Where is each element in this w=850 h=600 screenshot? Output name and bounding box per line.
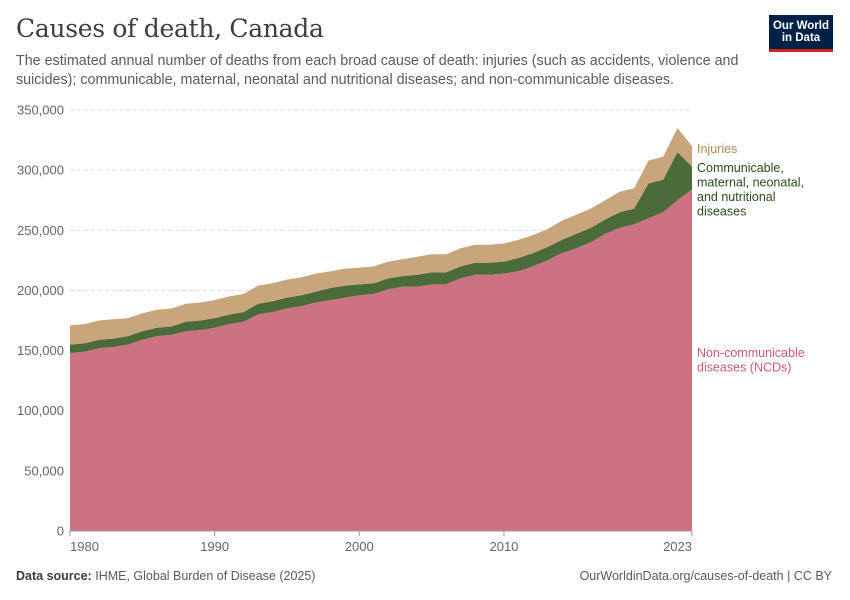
label-communicable-line: Communicable, <box>697 161 784 175</box>
area-series <box>70 128 692 531</box>
data-source: Data source: IHME, Global Burden of Dise… <box>16 569 315 583</box>
series-labels: Injuries Communicable, maternal, neonatal,… <box>697 142 805 375</box>
logo-line-2: in Data <box>781 32 821 44</box>
label-communicable-line: maternal, neonatal, <box>697 176 804 190</box>
area-ncd <box>70 189 692 531</box>
label-ncd: Non-communicable diseases (NCDs) <box>697 346 805 375</box>
chart-subtitle: The estimated annual number of deaths fr… <box>16 53 739 88</box>
y-tick-label: 350,000 <box>17 103 64 118</box>
y-tick-label: 100,000 <box>17 403 64 418</box>
y-tick-label: 150,000 <box>17 343 64 358</box>
label-injuries: Injuries <box>697 142 737 156</box>
label-communicable: Communicable, maternal, neonatal, and nutr… <box>697 161 804 219</box>
data-source-label: Data source: <box>16 569 92 583</box>
y-tick-label: 250,000 <box>17 223 64 238</box>
footer-url[interactable]: OurWorldinData.org/causes-of-death | CC … <box>579 569 832 583</box>
logo-line-1: Our World <box>772 20 829 32</box>
label-communicable-line: diseases <box>697 205 746 219</box>
label-injuries-line: Injuries <box>697 142 737 156</box>
x-tick-label: 2023 <box>663 539 692 554</box>
area-injuries <box>70 128 692 345</box>
label-communicable-line: and nutritional <box>697 190 776 204</box>
y-axis: 0 50,000 100,000 150,000 200,000 250,000 300,0… <box>17 103 64 539</box>
x-tick-label: 2000 <box>345 539 374 554</box>
x-tick-label: 1980 <box>70 539 99 554</box>
data-source-text[interactable]: IHME, Global Burden of Disease (2025) <box>95 569 316 583</box>
y-tick-label: 0 <box>57 524 64 539</box>
chart-title: Causes of death, Canada <box>16 14 324 43</box>
y-tick-label: 300,000 <box>17 163 64 178</box>
x-tick-label: 1990 <box>200 539 229 554</box>
y-tick-label: 50,000 <box>24 463 64 478</box>
x-axis: 1980 1990 2000 2010 2023 <box>69 530 693 554</box>
label-ncd-line: diseases (NCDs) <box>697 361 791 375</box>
owid-logo[interactable]: Our World in Data <box>769 15 833 52</box>
x-tick-label: 2010 <box>489 539 518 554</box>
label-ncd-line: Non-communicable <box>697 346 805 360</box>
y-tick-label: 200,000 <box>17 283 64 298</box>
